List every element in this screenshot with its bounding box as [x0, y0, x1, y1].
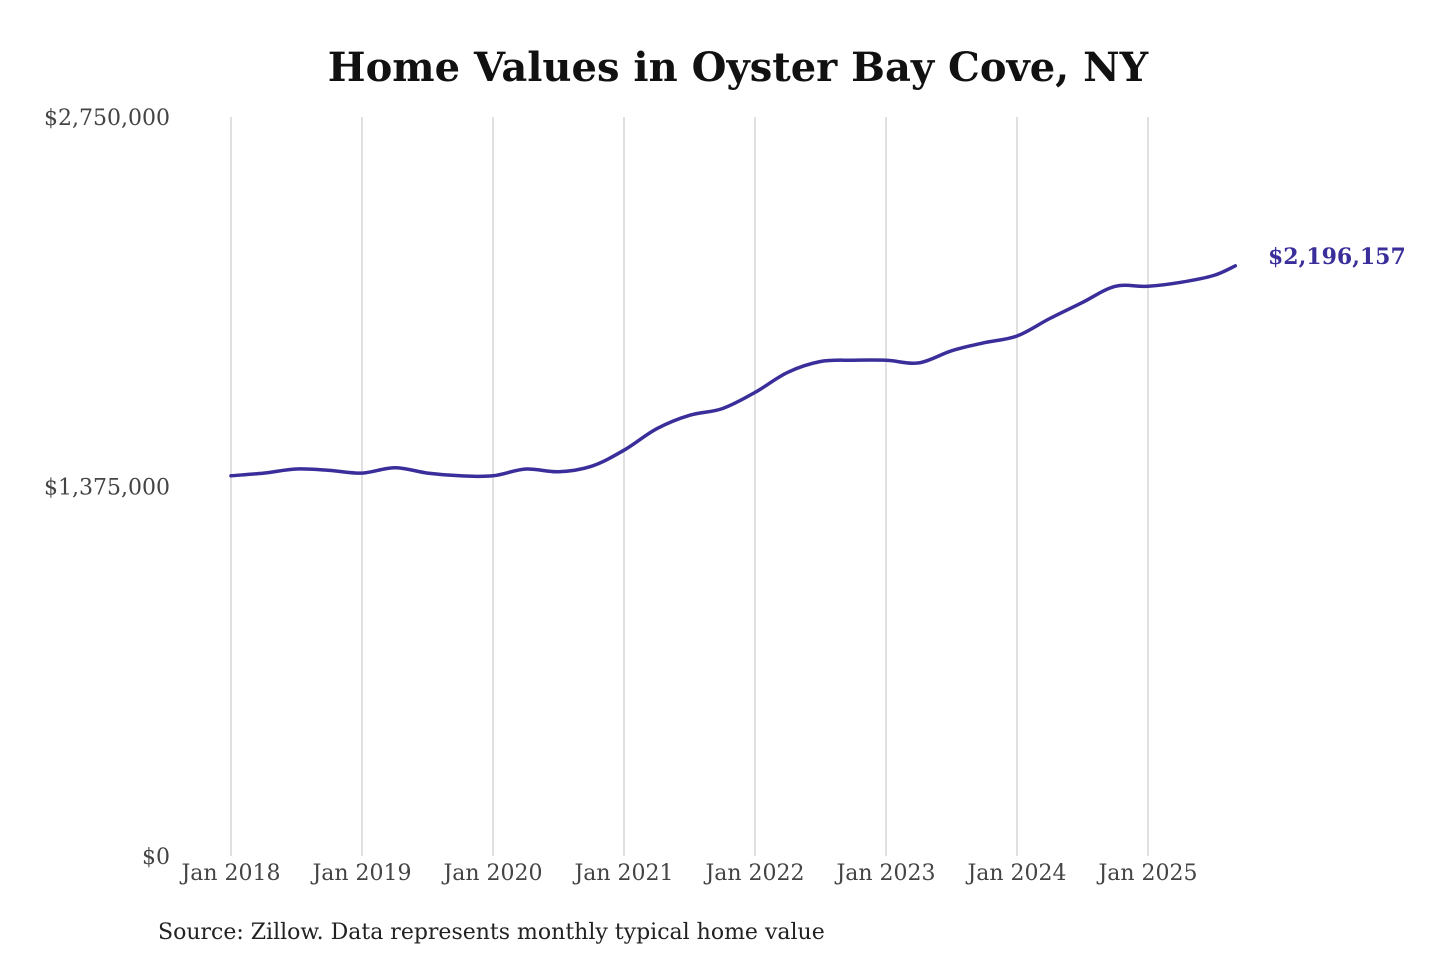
x-tick-label: Jan 2019 [310, 861, 411, 886]
x-tick-label: Jan 2023 [834, 861, 935, 886]
x-tick-label: Jan 2020 [441, 861, 542, 886]
y-tick-label: $0 [142, 845, 170, 870]
home-value-series-line [229, 264, 1238, 479]
y-tick-label: $2,750,000 [44, 106, 170, 131]
series-layer: $2,196,157 [229, 244, 1406, 479]
x-tick-label: Jan 2021 [572, 861, 673, 886]
y-tick-label: $1,375,000 [44, 476, 170, 501]
chart-title: Home Values in Oyster Bay Cove, NY [328, 44, 1149, 91]
x-tick-label: Jan 2022 [703, 861, 804, 886]
x-tick-label: Jan 2025 [1096, 861, 1197, 886]
x-tick-label: Jan 2018 [179, 861, 280, 886]
x-tick-label: Jan 2024 [965, 861, 1066, 886]
gridlines [230, 117, 1149, 856]
y-axis-ticks: $0 $1,375,000 $2,750,000 [44, 106, 170, 870]
x-axis-ticks: Jan 2018 Jan 2019 Jan 2020 Jan 2021 Jan 2022… [179, 861, 1197, 886]
end-value-label: $2,196,157 [1268, 244, 1406, 270]
source-note: Source: Zillow. Data represents monthly … [158, 920, 825, 945]
